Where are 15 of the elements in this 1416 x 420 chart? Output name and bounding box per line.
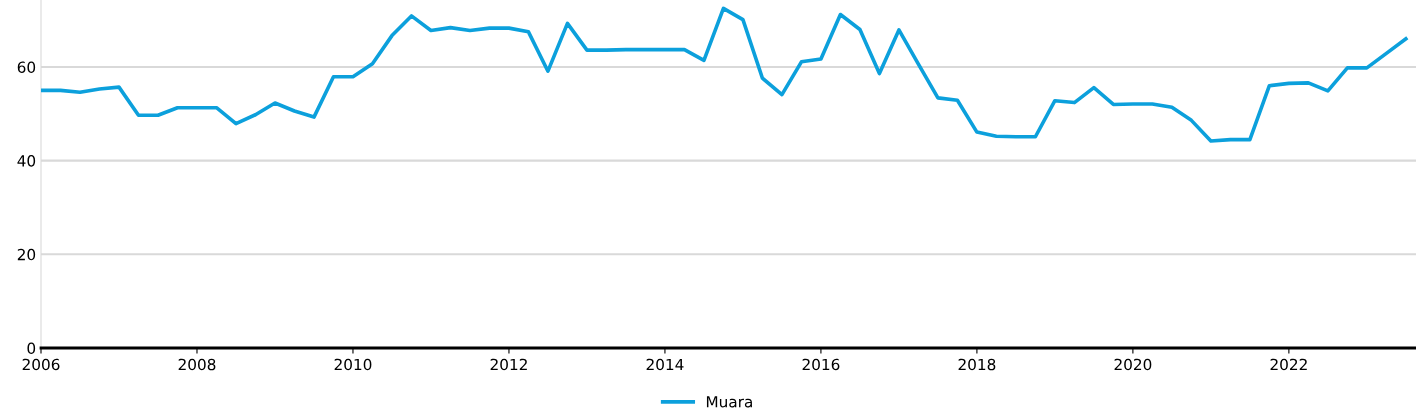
y-tick-label: 0 bbox=[27, 342, 36, 355]
y-tick-label: 20 bbox=[17, 248, 36, 261]
x-tick-label: 2020 bbox=[1114, 358, 1152, 371]
x-tick-label: 2016 bbox=[802, 358, 840, 371]
legend-label: Muara bbox=[706, 396, 752, 408]
y-tick-label: 40 bbox=[17, 155, 36, 167]
x-tick-label: 2022 bbox=[1270, 358, 1307, 371]
x-tick-label: 2012 bbox=[490, 358, 527, 371]
x-tick-label: 2014 bbox=[646, 358, 684, 371]
x-tick-label: 2010 bbox=[334, 358, 372, 371]
line-series bbox=[41, 6, 1408, 143]
x-tick-label: 2018 bbox=[958, 358, 996, 371]
x-tick-label: 2008 bbox=[178, 358, 216, 371]
x-tick-label: 2006 bbox=[22, 358, 60, 371]
y-tick-label: 60 bbox=[17, 61, 36, 73]
